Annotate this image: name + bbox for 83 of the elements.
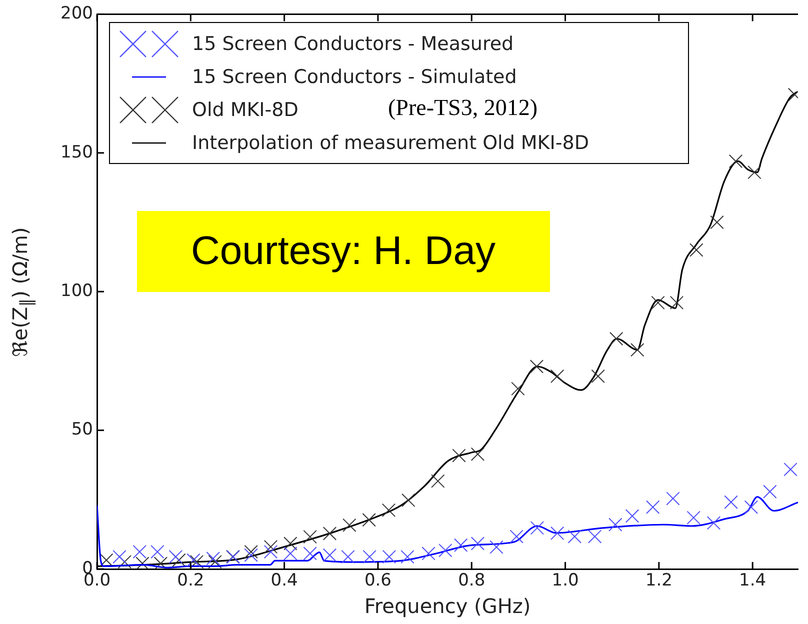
annotation: Courtesy: H. Day (137, 211, 550, 292)
y-tick-label: 200 (60, 4, 93, 24)
point (100, 553, 114, 567)
point (362, 513, 376, 527)
point (322, 548, 337, 562)
y-tick-label: 150 (60, 142, 93, 162)
point (728, 154, 743, 168)
point (550, 526, 564, 540)
point (402, 493, 416, 508)
point (264, 544, 278, 559)
x-tick-label: 1.2 (645, 570, 672, 591)
point (510, 530, 524, 544)
point (588, 530, 602, 544)
point (608, 518, 622, 532)
point (342, 518, 356, 532)
point (666, 492, 680, 506)
point (341, 550, 355, 564)
point (244, 548, 258, 562)
point (744, 500, 758, 514)
point (168, 550, 183, 564)
point (470, 447, 485, 462)
point (112, 550, 126, 564)
annotation: (Pre-TS3, 2012) (388, 95, 538, 122)
point (784, 462, 798, 476)
point (382, 550, 396, 564)
point (568, 530, 582, 544)
x-tick-label: 0.6 (364, 570, 392, 591)
point (706, 516, 721, 530)
point (438, 544, 452, 558)
legend-label: 15 Screen Conductors - Measured (192, 32, 514, 55)
x-tick-label: 0.2 (177, 570, 204, 591)
point (150, 544, 164, 559)
legend-label: 15 Screen Conductors - Simulated (192, 66, 517, 88)
point (470, 536, 485, 550)
point (651, 296, 665, 310)
point (154, 556, 168, 569)
legend-label: Old MKI-8D (192, 98, 298, 121)
x-axis-title: Frequency (GHz) (364, 594, 531, 618)
point (724, 495, 738, 510)
point (322, 526, 337, 540)
point (208, 554, 222, 569)
point (591, 369, 605, 384)
point (763, 484, 777, 498)
x-tick-label: 0.4 (270, 570, 298, 591)
point (530, 521, 544, 535)
point (303, 546, 317, 560)
point (452, 448, 466, 462)
point (422, 546, 436, 560)
point (530, 360, 544, 374)
point (431, 474, 445, 488)
point (206, 552, 220, 566)
point (400, 550, 414, 564)
point (190, 554, 204, 569)
y-tick-label: 100 (60, 281, 93, 302)
point (511, 382, 525, 396)
point (490, 540, 504, 554)
x-tick-label: 1.4 (739, 570, 766, 591)
point (710, 215, 724, 230)
x-tick-label: 0.8 (458, 570, 486, 591)
point (186, 553, 200, 567)
point (630, 342, 644, 357)
point (362, 550, 376, 564)
point (550, 369, 564, 384)
point (132, 544, 146, 559)
point (748, 165, 762, 180)
point (686, 510, 700, 525)
point (382, 503, 396, 518)
point (284, 536, 298, 550)
point (244, 544, 258, 559)
point (670, 296, 684, 310)
x-tick-label: 1.0 (552, 570, 579, 591)
point (454, 538, 468, 552)
point (264, 540, 278, 554)
point (284, 546, 298, 560)
point (625, 509, 640, 523)
legend-label: Interpolation of measurement Old MKI-8D (192, 132, 589, 154)
point (118, 554, 132, 569)
point (303, 530, 317, 544)
y-tick-label: 50 (71, 420, 93, 440)
point (646, 500, 660, 514)
point (136, 556, 150, 569)
point (690, 243, 704, 257)
point (609, 332, 624, 346)
